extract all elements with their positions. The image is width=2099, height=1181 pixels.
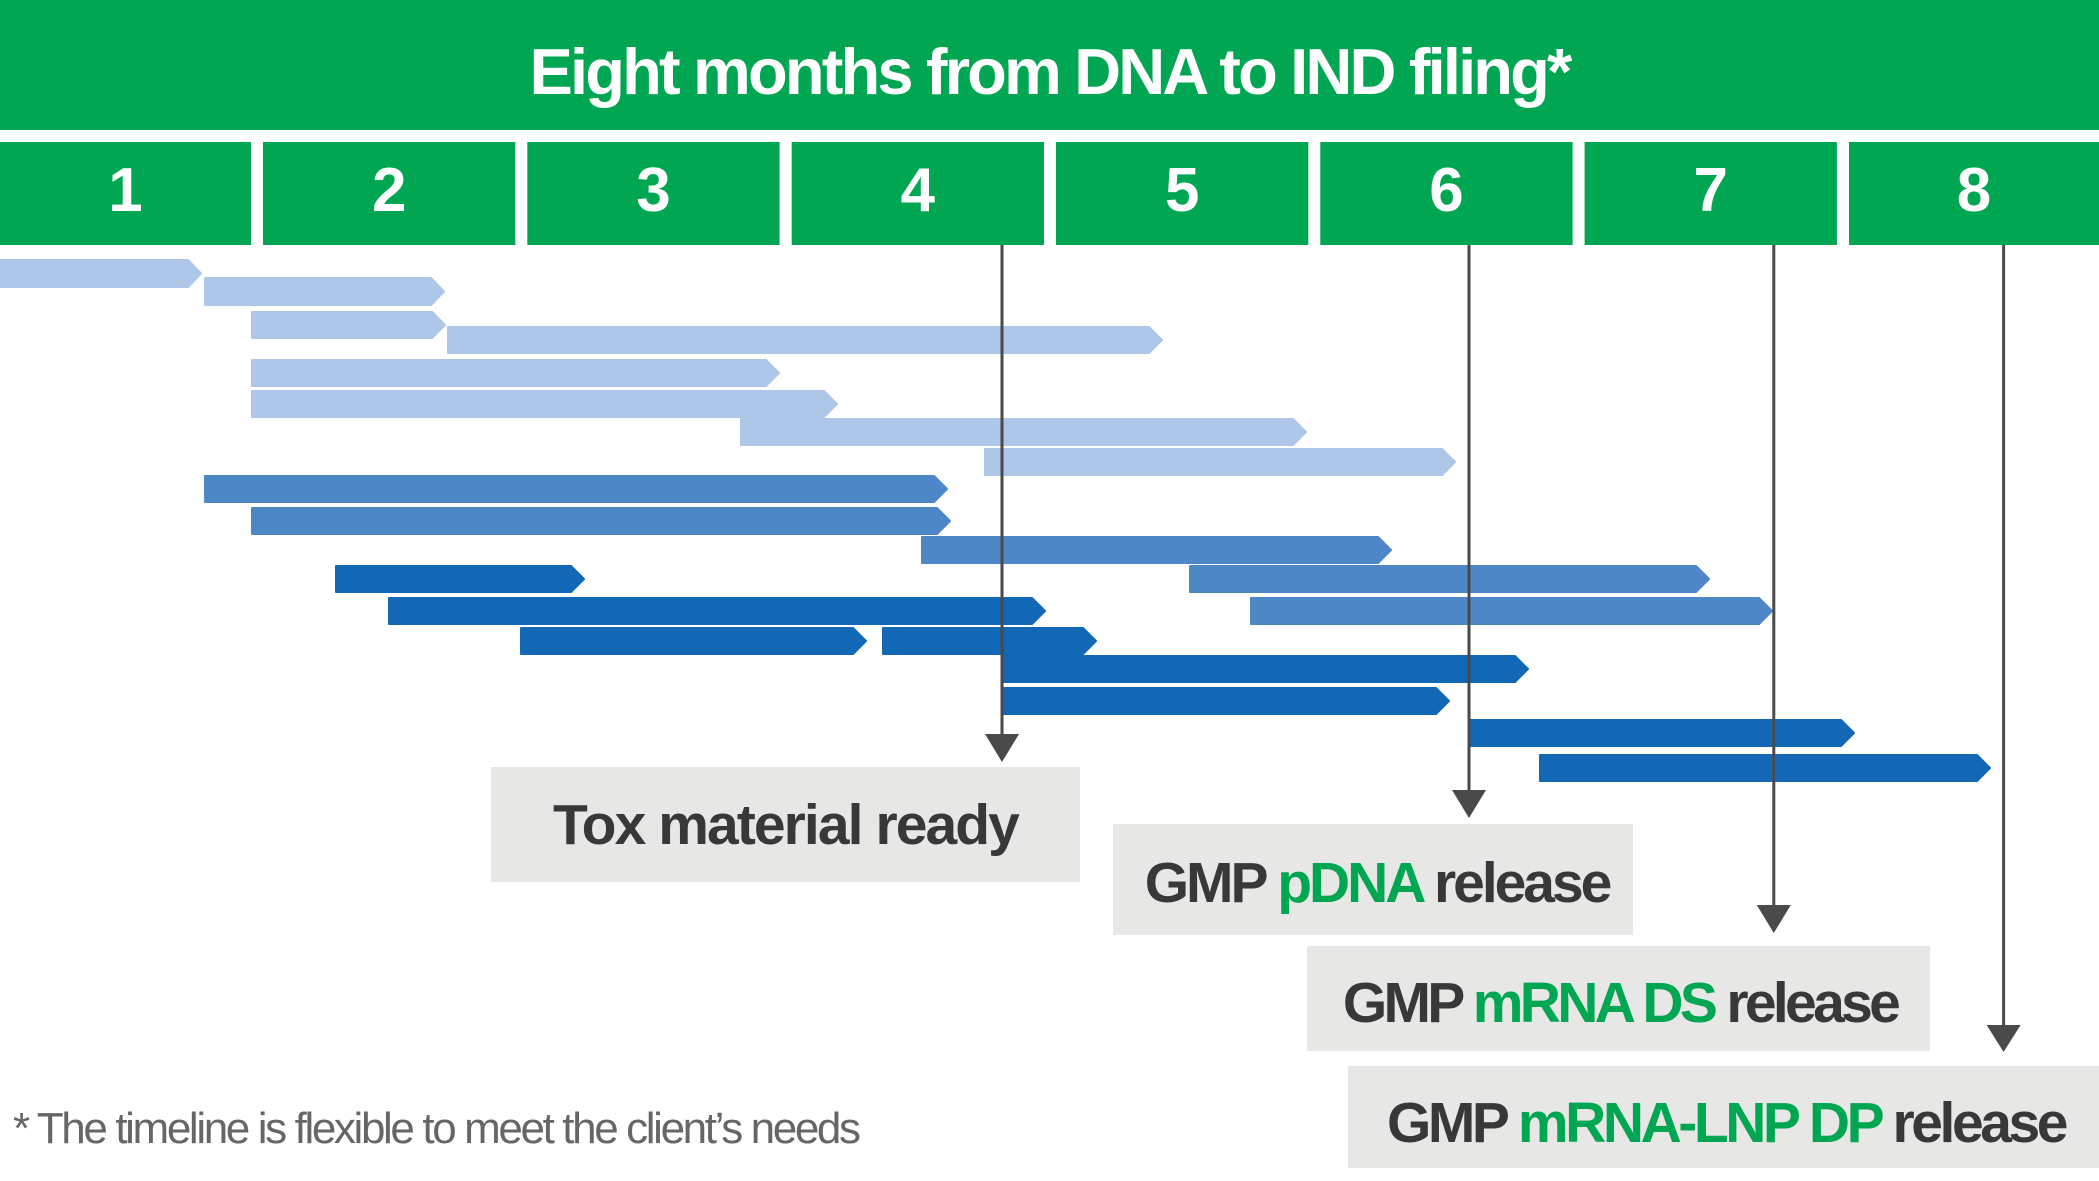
svg-text:8: 8 (1957, 156, 1991, 225)
svg-text:Eight months from DNA to IND f: Eight months from DNA to IND filing* (530, 35, 1574, 108)
svg-text:1: 1 (108, 156, 142, 225)
svg-text:5: 5 (1165, 156, 1199, 225)
svg-text:2: 2 (372, 156, 406, 225)
svg-text:3: 3 (636, 156, 670, 225)
svg-text:Tox material ready: Tox material ready (553, 793, 1020, 857)
svg-text:6: 6 (1429, 156, 1463, 225)
svg-text:GMP pDNA release: GMP pDNA release (1145, 851, 1611, 915)
svg-text:GMP mRNA-LNP DP release: GMP mRNA-LNP DP release (1387, 1091, 2067, 1155)
svg-text:* The timeline is flexible to: * The timeline is flexible to meet the c… (13, 1104, 860, 1153)
svg-text:4: 4 (901, 156, 936, 225)
svg-text:GMP mRNA DS release: GMP mRNA DS release (1343, 971, 1899, 1035)
svg-text:7: 7 (1694, 156, 1728, 225)
